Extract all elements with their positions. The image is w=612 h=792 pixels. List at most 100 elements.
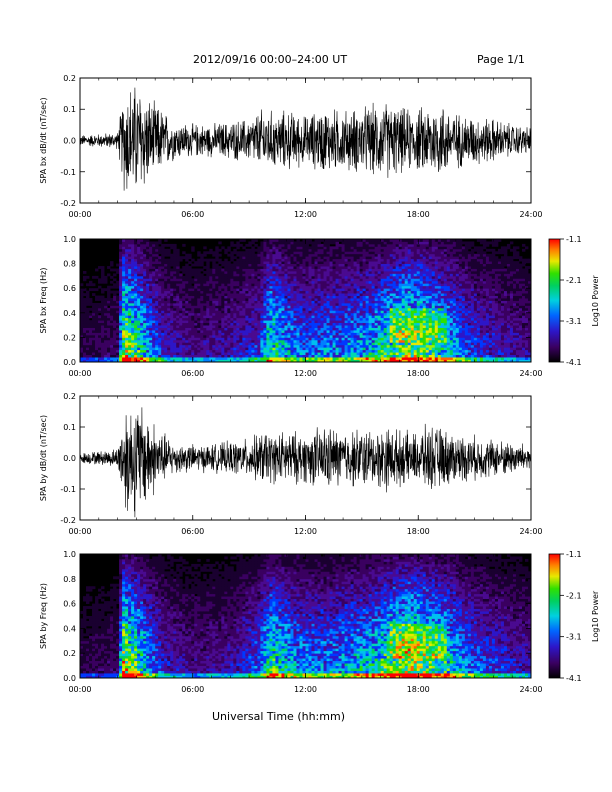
heatmap-cell: [299, 241, 303, 245]
heatmap-cell: [350, 325, 355, 328]
heatmap-cell: [296, 290, 300, 294]
heatmap-cell: [284, 295, 288, 299]
heatmap-cell: [290, 320, 294, 324]
heatmap-cell: [350, 248, 355, 252]
heatmap-cell: [266, 278, 270, 282]
heatmap-cell: [311, 357, 315, 360]
heatmap-cell: [383, 312, 388, 316]
heatmap-cell: [155, 332, 159, 336]
heatmap-cell: [260, 310, 264, 314]
heatmap-cell: [332, 305, 336, 309]
heatmap-cell: [326, 275, 330, 279]
heatmap-cell: [287, 256, 291, 260]
heatmap-cell: [371, 305, 376, 309]
heatmap-cell: [392, 256, 397, 260]
heatmap-cell: [95, 359, 99, 363]
heatmap-cell: [359, 307, 364, 311]
heatmap-cell: [296, 293, 300, 296]
heatmap-cell: [206, 261, 210, 264]
heatmap-cell: [341, 327, 345, 331]
heatmap-cell: [380, 320, 385, 324]
heatmap-cell: [128, 256, 132, 260]
heatmap-cell: [239, 317, 243, 321]
heatmap-cell: [128, 302, 132, 306]
heatmap-cell: [122, 352, 126, 356]
heatmap-cell: [281, 298, 285, 301]
heatmap-cell: [287, 241, 291, 245]
heatmap-cell: [92, 322, 96, 326]
heatmap-cell: [371, 349, 376, 353]
heatmap-cell: [290, 359, 294, 363]
heatmap-cell: [275, 320, 279, 324]
heatmap-cell: [122, 258, 126, 262]
heatmap-cell: [344, 302, 348, 306]
heatmap-cell: [122, 359, 126, 363]
heatmap-cell: [176, 310, 180, 314]
heatmap-cell: [386, 327, 391, 331]
heatmap-cell: [236, 337, 240, 341]
heatmap-cell: [359, 251, 364, 255]
heatmap-cell: [266, 320, 270, 324]
heatmap-cell: [188, 298, 192, 301]
heatmap-cell: [167, 251, 171, 255]
heatmap-cell: [110, 349, 114, 353]
heatmap-cell: [206, 283, 210, 287]
heatmap-cell: [338, 258, 342, 262]
heatmap-cell: [134, 285, 138, 289]
heatmap-cell: [191, 307, 195, 311]
heatmap-cell: [137, 241, 141, 245]
heatmap-cell: [248, 256, 252, 260]
heatmap-cell: [224, 285, 228, 289]
heatmap-cell: [248, 268, 252, 272]
heatmap-cell: [290, 246, 294, 250]
heatmap-cell: [245, 305, 249, 309]
heatmap-cell: [389, 239, 394, 242]
heatmap-cell: [131, 275, 135, 279]
heatmap-cell: [272, 290, 276, 294]
heatmap-cell: [83, 357, 87, 360]
heatmap-cell: [170, 268, 174, 272]
heatmap-cell: [329, 347, 333, 351]
heatmap-cell: [194, 302, 198, 306]
heatmap-cell: [290, 315, 294, 319]
heatmap-cell: [152, 266, 156, 269]
heatmap-cell: [326, 337, 330, 341]
heatmap-cell: [140, 275, 144, 279]
heatmap-cell: [107, 295, 111, 299]
heatmap-cell: [125, 266, 129, 269]
heatmap-cell: [272, 298, 276, 301]
heatmap-cell: [239, 307, 243, 311]
heatmap-cell: [122, 261, 126, 264]
heatmap-cell: [119, 302, 123, 306]
heatmap-cell: [299, 298, 303, 301]
heatmap-cell: [173, 278, 177, 282]
heatmap-cell: [167, 352, 171, 356]
heatmap-cell: [131, 243, 135, 247]
heatmap-cell: [179, 305, 183, 309]
heatmap-cell: [350, 312, 355, 316]
heatmap-cell: [131, 334, 135, 338]
heatmap-cell: [245, 290, 249, 294]
heatmap-cell: [209, 312, 213, 316]
heatmap-cell: [134, 290, 138, 294]
heatmap-cell: [242, 298, 246, 301]
heatmap-cell: [164, 359, 168, 363]
heatmap-cell: [194, 305, 198, 309]
heatmap-cell: [167, 288, 171, 292]
heatmap-cell: [242, 253, 246, 257]
heatmap-cell: [287, 261, 291, 264]
heatmap-cell: [245, 285, 249, 289]
heatmap-cell: [113, 310, 117, 314]
heatmap-cell: [116, 290, 120, 294]
heatmap-cell: [260, 315, 264, 319]
heatmap-cell: [140, 344, 144, 348]
heatmap-cell: [284, 241, 288, 245]
heatmap-cell: [221, 344, 225, 348]
heatmap-cell: [389, 285, 394, 289]
heatmap-cell: [347, 334, 351, 338]
heatmap-cell: [260, 305, 264, 309]
heatmap-cell: [356, 330, 361, 333]
heatmap-cell: [386, 302, 391, 306]
heatmap-cell: [224, 266, 228, 269]
heatmap-cell: [260, 339, 264, 343]
